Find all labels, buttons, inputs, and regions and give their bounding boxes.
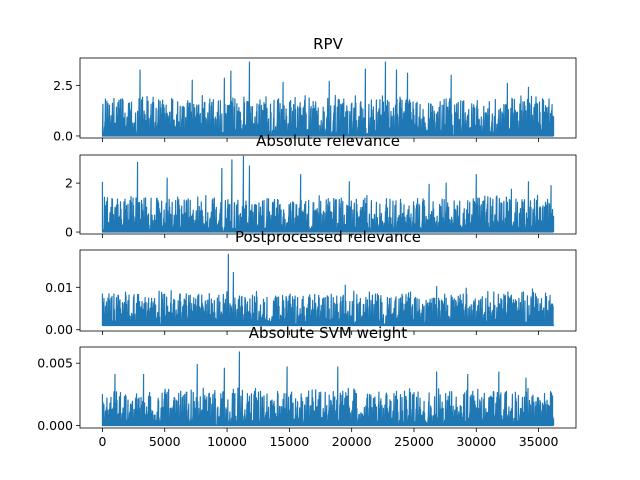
- postprocessed-relevance-line: [101, 253, 555, 327]
- rpv-line: [101, 61, 555, 137]
- absolute-relevance-ytick-label: 2: [65, 176, 73, 191]
- postprocessed-relevance-series: [101, 253, 555, 327]
- absolute-svm-weight-xtick-label: 20000: [332, 434, 372, 449]
- absolute-svm-weight-xtick-label: 0: [98, 434, 106, 449]
- rpv-series: [101, 61, 555, 137]
- rpv-xticks: [102, 138, 540, 142]
- absolute-relevance-yticks: 02: [65, 176, 80, 240]
- absolute-svm-weight-xtick-label: 5000: [149, 434, 181, 449]
- postprocessed-relevance-ytick-label: 0.01: [45, 280, 73, 295]
- panel-rpv: RPV 0.0 2.5: [53, 35, 577, 143]
- postprocessed-relevance-xticks: [102, 331, 540, 335]
- absolute-svm-weight-ytick-label: 0.000: [37, 418, 73, 433]
- postprocessed-relevance-title: Postprocessed relevance: [235, 228, 421, 246]
- postprocessed-relevance-yticks: 0.00 0.01: [45, 280, 80, 337]
- absolute-svm-weight-ytick-label: 0.005: [37, 356, 73, 371]
- panel-absolute-relevance: Absolute relevance 02: [65, 132, 577, 240]
- absolute-relevance-line: [101, 155, 555, 233]
- absolute-relevance-series: [101, 155, 555, 233]
- absolute-svm-weight-xtick-label: 15000: [269, 434, 309, 449]
- absolute-svm-weight-xtick-label: 30000: [456, 434, 496, 449]
- panel-postprocessed-relevance: Postprocessed relevance 0.00 0.01: [45, 228, 577, 337]
- absolute-svm-weight-title: Absolute SVM weight: [249, 324, 408, 342]
- absolute-svm-weight-axes-frame: [79, 346, 577, 429]
- rpv-axes-frame: [79, 57, 577, 139]
- absolute-svm-weight-yticks: 0.000 0.005: [37, 356, 80, 433]
- absolute-relevance-xticks: [102, 234, 540, 238]
- panel-absolute-svm-weight: Absolute SVM weight 0.000 0.005 0 5000 1000…: [37, 324, 577, 449]
- absolute-svm-weight-xtick-label: 35000: [519, 434, 559, 449]
- absolute-relevance-ytick-label: 0: [65, 225, 73, 240]
- rpv-yticks: 0.0 2.5: [53, 78, 80, 143]
- absolute-relevance-title: Absolute relevance: [256, 132, 400, 150]
- rpv-ytick-label: 0.0: [53, 128, 73, 143]
- absolute-svm-weight-xtick-label: 10000: [207, 434, 247, 449]
- rpv-ytick-label: 2.5: [53, 78, 73, 93]
- absolute-relevance-axes-frame: [79, 154, 577, 235]
- absolute-svm-weight-line: [101, 351, 555, 427]
- absolute-svm-weight-xtick-label: 25000: [394, 434, 434, 449]
- absolute-svm-weight-series: [101, 351, 555, 427]
- absolute-svm-weight-xticks: 0 5000 10000 15000 20000 25000 30000 35000: [98, 428, 559, 449]
- postprocessed-relevance-ytick-label: 0.00: [45, 322, 73, 337]
- postprocessed-relevance-axes-frame: [79, 249, 577, 332]
- rpv-title: RPV: [313, 35, 343, 53]
